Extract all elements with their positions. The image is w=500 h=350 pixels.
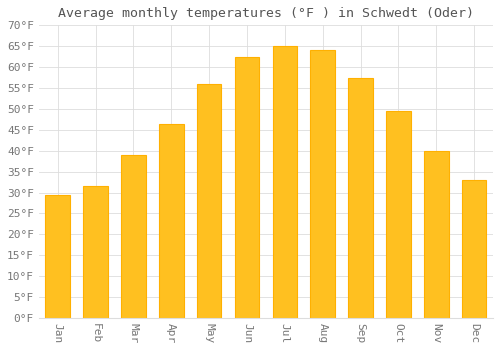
Title: Average monthly temperatures (°F ) in Schwedt (Oder): Average monthly temperatures (°F ) in Sc… — [58, 7, 474, 20]
Bar — [159, 124, 184, 318]
Bar — [121, 155, 146, 318]
Bar — [348, 78, 373, 318]
Bar — [424, 151, 448, 318]
Bar — [84, 186, 108, 318]
Bar — [310, 50, 335, 318]
Bar — [197, 84, 222, 318]
Bar — [234, 57, 260, 318]
Bar — [272, 46, 297, 318]
Bar — [46, 195, 70, 318]
Bar — [386, 111, 410, 318]
Bar — [462, 180, 486, 318]
